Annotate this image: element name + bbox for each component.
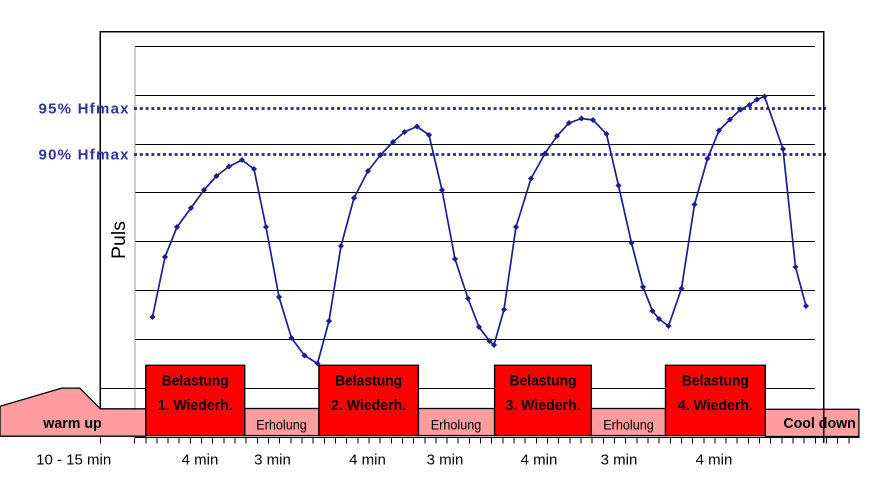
svg-text:2. Wiederh.: 2. Wiederh. <box>331 397 406 414</box>
svg-text:10 - 15 min: 10 - 15 min <box>36 451 111 468</box>
svg-text:Cool down: Cool down <box>783 415 856 432</box>
svg-text:3 min: 3 min <box>254 451 291 468</box>
svg-text:1. Wiederh.: 1. Wiederh. <box>158 397 233 414</box>
svg-text:Belastung: Belastung <box>162 373 229 390</box>
svg-text:Belastung: Belastung <box>510 373 577 390</box>
svg-text:95% Hfmax: 95% Hfmax <box>39 100 130 117</box>
svg-text:Belastung: Belastung <box>682 373 749 390</box>
svg-text:3 min: 3 min <box>427 451 464 468</box>
svg-text:warm up: warm up <box>42 415 101 432</box>
svg-text:Erholung: Erholung <box>256 418 307 434</box>
svg-text:Erholung: Erholung <box>603 418 654 434</box>
svg-text:Belastung: Belastung <box>335 373 402 390</box>
svg-text:4 min: 4 min <box>349 451 386 468</box>
svg-text:Puls: Puls <box>108 221 130 259</box>
svg-text:4 min: 4 min <box>521 451 558 468</box>
svg-text:3. Wiederh.: 3. Wiederh. <box>506 397 581 414</box>
svg-text:Erholung: Erholung <box>431 418 482 434</box>
svg-text:4. Wiederh.: 4. Wiederh. <box>678 397 753 414</box>
svg-text:3 min: 3 min <box>601 451 638 468</box>
svg-text:4 min: 4 min <box>696 451 733 468</box>
svg-text:4 min: 4 min <box>182 451 219 468</box>
svg-text:90% Hfmax: 90% Hfmax <box>39 147 130 164</box>
